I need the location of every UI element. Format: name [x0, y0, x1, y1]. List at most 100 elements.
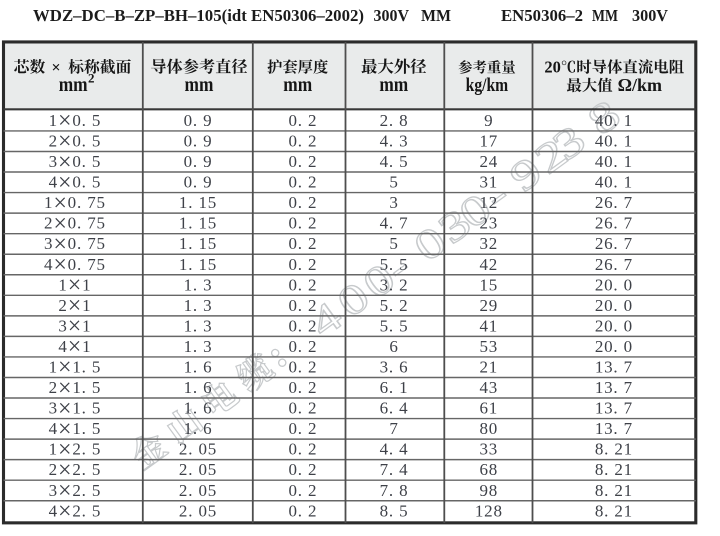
svg-text:5.2: 5. 2	[380, 296, 409, 315]
svg-text:43: 43	[480, 378, 499, 397]
svg-text:0.2: 0. 2	[288, 399, 317, 418]
svg-text:2.05: 2. 05	[179, 460, 217, 479]
svg-text:26.7: 26. 7	[595, 234, 633, 253]
svg-text:2.05: 2. 05	[179, 440, 217, 459]
svg-text:4.7: 4. 7	[380, 214, 409, 233]
svg-text:8.5: 8. 5	[380, 501, 409, 520]
svg-text:80: 80	[480, 419, 499, 438]
svg-text:13.7: 13. 7	[595, 358, 633, 377]
svg-text:0.2: 0. 2	[288, 501, 317, 520]
svg-text:6.1: 6. 1	[380, 378, 409, 397]
svg-text:0.2: 0. 2	[288, 173, 317, 192]
svg-text:6: 6	[389, 337, 398, 356]
svg-text:12: 12	[480, 193, 499, 212]
svg-text:Ω/km: Ω/km	[618, 75, 662, 95]
svg-text:2×0.5: 2×0. 5	[49, 129, 102, 155]
svg-text:2: 2	[88, 71, 95, 86]
svg-text:3×1: 3×1	[58, 314, 91, 340]
svg-text:26.7: 26. 7	[595, 214, 633, 233]
svg-text:40.1: 40. 1	[595, 132, 633, 151]
svg-text:1.6: 1. 6	[184, 358, 213, 377]
svg-text:15: 15	[480, 275, 499, 294]
svg-text:4×0.5: 4×0. 5	[49, 170, 102, 196]
svg-text:MM: MM	[421, 6, 451, 25]
svg-text:9: 9	[484, 111, 493, 130]
svg-text:3.2: 3. 2	[380, 275, 409, 294]
svg-text:20.0: 20. 0	[595, 316, 633, 335]
svg-text:0.2: 0. 2	[288, 111, 317, 130]
svg-text:40.1: 40. 1	[595, 152, 633, 171]
svg-text:4.4: 4. 4	[380, 440, 409, 459]
svg-text:0.2: 0. 2	[288, 214, 317, 233]
svg-text:1.3: 1. 3	[184, 275, 213, 294]
svg-text:2.05: 2. 05	[179, 501, 217, 520]
svg-text:1.15: 1. 15	[179, 214, 217, 233]
svg-text:33: 33	[480, 440, 499, 459]
svg-text:1×2.5: 1×2. 5	[49, 437, 102, 463]
svg-text:2.05: 2. 05	[179, 481, 217, 500]
svg-text:1.3: 1. 3	[184, 316, 213, 335]
svg-text:24: 24	[480, 152, 499, 171]
svg-text:0.2: 0. 2	[288, 296, 317, 315]
svg-text:5: 5	[389, 173, 398, 192]
svg-text:0.2: 0. 2	[288, 460, 317, 479]
svg-text:8.21: 8. 21	[595, 501, 633, 520]
svg-text:0.9: 0. 9	[184, 111, 213, 130]
svg-text:0.2: 0. 2	[288, 152, 317, 171]
svg-text:1×1: 1×1	[58, 273, 91, 299]
svg-text:1.3: 1. 3	[184, 296, 213, 315]
svg-text:0.2: 0. 2	[288, 481, 317, 500]
svg-text:8.21: 8. 21	[595, 481, 633, 500]
svg-text:20.0: 20. 0	[595, 337, 633, 356]
svg-text:2×1: 2×1	[58, 293, 91, 319]
svg-text:20.0: 20. 0	[595, 275, 633, 294]
svg-text:128: 128	[475, 501, 503, 520]
svg-text:32: 32	[480, 234, 499, 253]
svg-text:1×0.5: 1×0. 5	[49, 108, 102, 134]
svg-text:1.6: 1. 6	[184, 399, 213, 418]
svg-text:2×1.5: 2×1. 5	[49, 375, 102, 401]
svg-text:4.5: 4. 5	[380, 152, 409, 171]
svg-text:300V: 300V	[632, 6, 668, 25]
svg-text:4×1: 4×1	[58, 334, 91, 360]
svg-text:3.6: 3. 6	[380, 358, 409, 377]
svg-text:WDZ–DC–B–ZP–BH–105(idt EN50306: WDZ–DC–B–ZP–BH–105(idt EN50306–2002)	[33, 6, 364, 25]
svg-text:29: 29	[480, 296, 499, 315]
svg-text:4×0.75: 4×0. 75	[44, 252, 106, 278]
svg-text:1.3: 1. 3	[184, 337, 213, 356]
svg-text:8.21: 8. 21	[595, 460, 633, 479]
svg-text:4×1.5: 4×1. 5	[49, 416, 102, 442]
svg-text:0.2: 0. 2	[288, 193, 317, 212]
svg-text:26.7: 26. 7	[595, 255, 633, 274]
svg-text:13.7: 13. 7	[595, 399, 633, 418]
svg-text:7: 7	[389, 419, 398, 438]
svg-text:3×2.5: 3×2. 5	[49, 478, 102, 504]
svg-text:3: 3	[389, 193, 398, 212]
svg-text:13.7: 13. 7	[595, 419, 633, 438]
svg-text:7.8: 7. 8	[380, 481, 409, 500]
svg-text:1.15: 1. 15	[179, 234, 217, 253]
svg-text:61: 61	[480, 399, 499, 418]
svg-text:3×1.5: 3×1. 5	[49, 396, 102, 422]
svg-text:23: 23	[480, 214, 499, 233]
svg-text:5: 5	[389, 234, 398, 253]
svg-text:8.21: 8. 21	[595, 440, 633, 459]
svg-text:20: 20	[544, 57, 561, 76]
svg-text:40.1: 40. 1	[595, 111, 633, 130]
svg-text:6.4: 6. 4	[380, 399, 409, 418]
svg-text:26.7: 26. 7	[595, 193, 633, 212]
svg-text:1×1.5: 1×1. 5	[49, 355, 102, 381]
svg-text:21: 21	[480, 358, 499, 377]
svg-text:mm: mm	[185, 74, 214, 96]
svg-text:42: 42	[480, 255, 499, 274]
svg-text:1.15: 1. 15	[179, 193, 217, 212]
svg-text:1.15: 1. 15	[179, 255, 217, 274]
svg-text:0.2: 0. 2	[288, 234, 317, 253]
svg-text:98: 98	[480, 481, 499, 500]
svg-text:300V: 300V	[374, 6, 410, 25]
svg-text:5.5: 5. 5	[380, 255, 409, 274]
svg-text:0.9: 0. 9	[184, 132, 213, 151]
svg-text:17: 17	[480, 132, 499, 151]
svg-text:3×0.5: 3×0. 5	[49, 149, 102, 175]
svg-text:68: 68	[480, 460, 499, 479]
